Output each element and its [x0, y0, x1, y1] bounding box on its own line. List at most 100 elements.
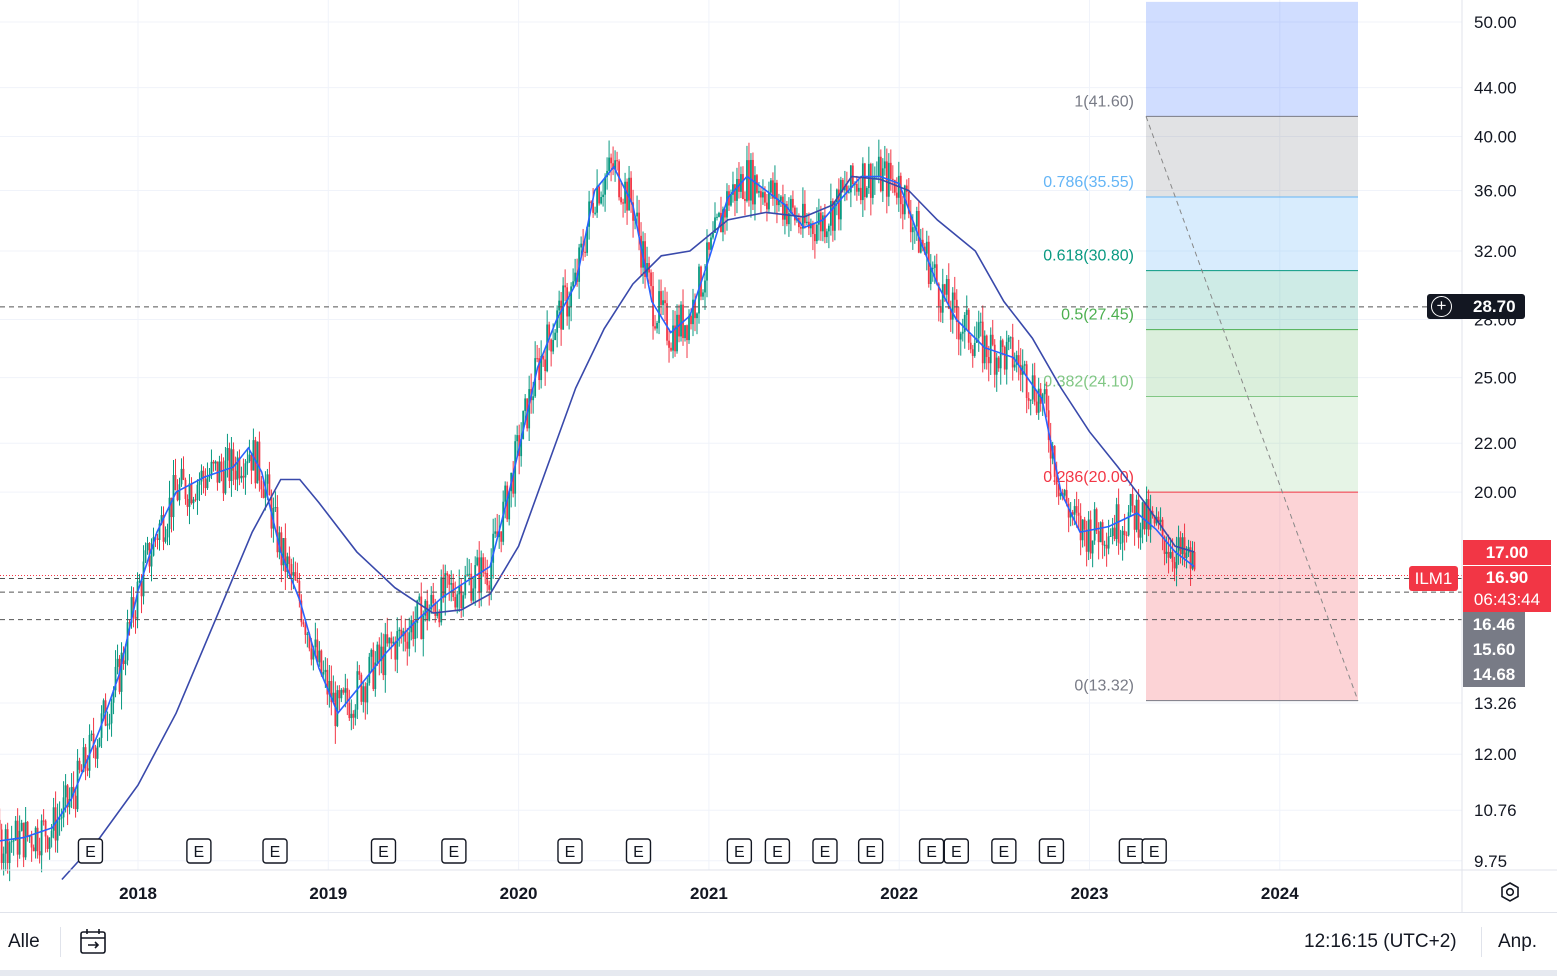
candle-body [208, 475, 211, 478]
candle-body [586, 226, 589, 253]
candle-body [694, 299, 696, 319]
candle-body [877, 156, 880, 177]
candle-body [945, 278, 948, 295]
earnings-marker[interactable]: E [441, 838, 467, 864]
candle-body [558, 300, 561, 311]
candle-body [1109, 535, 1112, 537]
candle-body [336, 690, 339, 727]
earnings-marker-box [918, 838, 945, 864]
candle-body [1019, 364, 1022, 375]
candle-body [664, 300, 666, 304]
candle-body [58, 818, 61, 820]
goto-date-icon[interactable] [78, 927, 110, 962]
candle-body [1049, 439, 1052, 459]
candle-body [981, 321, 984, 364]
candle-body [66, 785, 69, 808]
bottom-toolbar: Alle 12:16:15 (UTC+2) Anp. [0, 912, 1557, 973]
earnings-marker[interactable]: E [726, 838, 753, 864]
candle-body [62, 797, 65, 818]
earnings-marker[interactable]: E [557, 838, 583, 864]
earnings-marker-box [262, 838, 288, 864]
earnings-marker[interactable]: E [77, 838, 104, 864]
price-tick-label: 10.76 [1474, 801, 1517, 820]
crosshair-plus-icon[interactable]: + [1431, 296, 1452, 317]
settings-icon[interactable] [1501, 882, 1519, 902]
candle-body [194, 499, 197, 501]
earnings-marker[interactable]: E [1141, 838, 1167, 864]
candle-body [1111, 527, 1114, 536]
candle-body [708, 242, 710, 250]
candle-body [851, 165, 854, 185]
timezone-clock[interactable]: 12:16:15 (UTC+2) [1304, 931, 1457, 952]
candle-body [448, 575, 451, 585]
candle-body [274, 507, 277, 509]
candle-body [156, 538, 159, 540]
candle-body [823, 215, 826, 238]
candle-body [843, 185, 846, 191]
candle-body [392, 641, 395, 644]
adjust-button[interactable]: Anp. [1498, 931, 1538, 952]
symbol-tag[interactable]: ILM1 [1409, 566, 1458, 591]
candle-body [296, 580, 299, 582]
candle-body [438, 613, 441, 623]
candle-body [78, 760, 81, 770]
candle-body [242, 475, 245, 478]
earnings-marker[interactable]: E [625, 838, 652, 864]
candle-body [889, 162, 892, 179]
candle-body [494, 531, 497, 534]
candle-body [280, 532, 283, 566]
range-all-button[interactable]: Alle [8, 931, 40, 952]
earnings-marker[interactable]: E [991, 838, 1017, 864]
candle-body [502, 501, 505, 542]
candle-body [1029, 399, 1032, 401]
earnings-marker[interactable]: E [1118, 838, 1145, 864]
candle-body [1077, 512, 1080, 516]
candle-body [320, 650, 323, 675]
chart-canvas[interactable]: 1(41.60) 0.786(35.55) 0.618(30.80) 0.5(27.4… [0, 0, 1557, 912]
candle-body [811, 223, 814, 235]
candle-body [306, 633, 309, 635]
candle-body [1071, 512, 1074, 515]
earnings-marker[interactable]: E [370, 838, 397, 864]
candle-body [86, 768, 89, 771]
earnings-marker[interactable]: E [186, 838, 212, 864]
candle-body [456, 594, 459, 608]
candle-body [1001, 340, 1004, 348]
candle-body [278, 532, 281, 553]
earnings-marker[interactable]: E [764, 838, 791, 864]
candle-body [114, 666, 117, 691]
earnings-marker[interactable]: E [918, 838, 945, 864]
candle-body [406, 641, 409, 649]
moving-averages [0, 165, 1195, 881]
candle-body [138, 580, 141, 582]
candle-body [957, 321, 960, 340]
candle-body [170, 497, 173, 518]
candle-body [1027, 398, 1030, 401]
candle-body [1143, 502, 1146, 530]
earnings-marker[interactable]: E [812, 838, 838, 864]
candle-body [178, 484, 181, 501]
earnings-marker-label: E [1046, 844, 1057, 861]
candle-body [772, 180, 774, 199]
earnings-marker-box [77, 838, 104, 864]
candle-body [312, 647, 315, 660]
candle-body [472, 588, 475, 601]
candle-body [861, 163, 864, 201]
earnings-marker[interactable]: E [943, 838, 969, 864]
time-tick-label: 2023 [1071, 884, 1109, 903]
earnings-marker[interactable]: E [262, 838, 288, 864]
earnings-marker[interactable]: E [1038, 838, 1065, 864]
candle-body [130, 597, 133, 623]
candle-body [1107, 536, 1110, 549]
candle-body [244, 463, 247, 478]
candle-body [901, 204, 904, 215]
fibonacci-retracement[interactable]: 1(41.60) 0.786(35.55) 0.618(30.80) 0.5(27.4… [1043, 1, 1359, 702]
candle-body [236, 457, 239, 480]
level2-price-tag: 15.60 [1463, 637, 1525, 662]
candle-body [282, 538, 285, 566]
earnings-marker-box [764, 838, 791, 864]
candle-body [482, 557, 485, 573]
candle-body [106, 724, 109, 726]
earnings-marker[interactable]: E [857, 838, 884, 864]
